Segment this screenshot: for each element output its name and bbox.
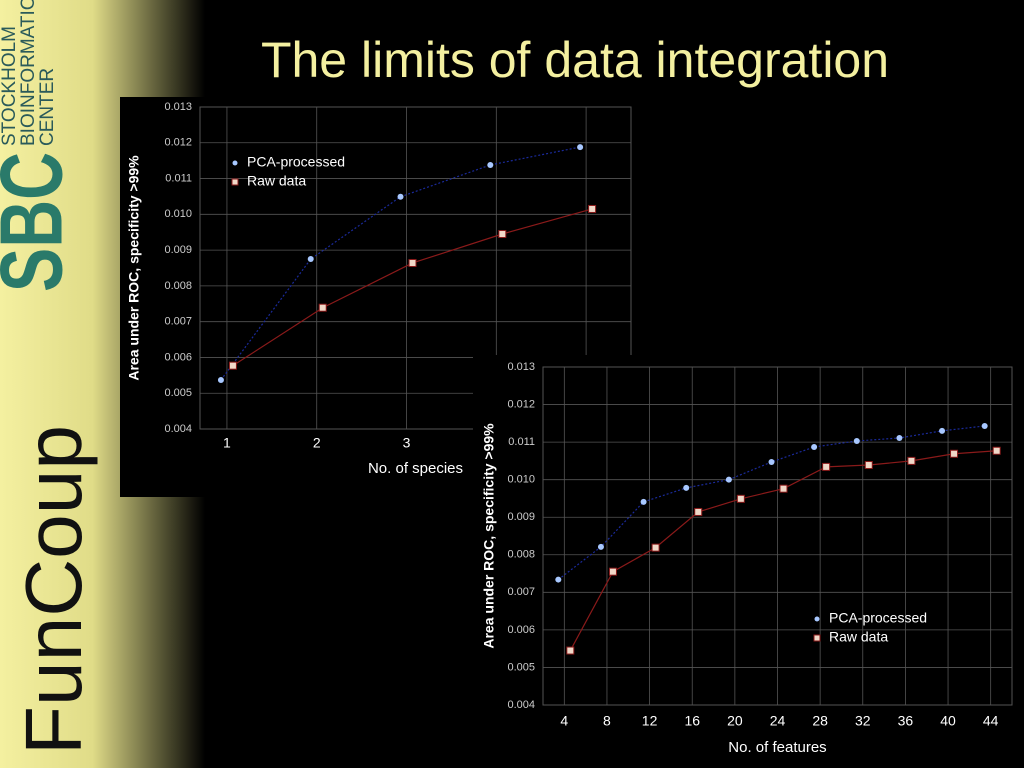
y-tick-label: 0.011: [165, 172, 192, 184]
data-point: [992, 446, 1001, 455]
y-tick-label: 0.008: [507, 549, 535, 561]
x-tick-label: 44: [983, 713, 999, 729]
data-point: [608, 567, 617, 576]
y-tick-label: 0.005: [164, 387, 192, 399]
chart: 0.004 0.005 0.006 0.007 0.008 0.009 0.010 0.011…: [473, 355, 1024, 768]
data-point: [896, 434, 903, 441]
legend-label: PCA-processed: [247, 154, 345, 170]
data-point: [555, 576, 562, 583]
data-point: [950, 449, 959, 458]
x-tick-label: 16: [684, 713, 700, 729]
y-tick-label: 0.006: [507, 624, 535, 636]
series-line: [220, 146, 581, 381]
legend-marker: [814, 616, 820, 622]
x-tick-label: 32: [855, 713, 871, 729]
y-tick-label: 0.004: [164, 423, 192, 435]
data-point: [822, 462, 831, 471]
slide-title: The limits of data integration: [261, 32, 889, 88]
x-tick-label: 1: [223, 435, 231, 451]
y-tick-label: 0.004: [507, 699, 535, 711]
y-tick-label: 0.006: [164, 351, 192, 363]
y-tick-label: 0.007: [507, 586, 535, 598]
y-tick-label: 0.012: [164, 137, 192, 149]
data-point: [683, 484, 690, 491]
x-tick-label: 8: [603, 713, 611, 729]
x-tick-label: 2: [313, 435, 321, 451]
x-tick-label: 40: [940, 713, 956, 729]
product-name: FunCoup: [9, 425, 98, 755]
x-tick-label: 12: [642, 713, 658, 729]
x-tick-label: 36: [898, 713, 914, 729]
y-tick-label: 0.009: [507, 511, 535, 523]
data-point: [588, 204, 597, 213]
data-point: [577, 144, 584, 151]
legend-marker: [232, 160, 238, 166]
legend-marker: [813, 634, 821, 642]
legend-label: Raw data: [829, 629, 888, 645]
y-tick-label: 0.012: [507, 398, 535, 410]
data-point: [981, 422, 988, 429]
data-point: [725, 476, 732, 483]
y-tick-label: 0.011: [508, 436, 535, 448]
data-point: [768, 459, 775, 466]
data-point: [408, 258, 417, 267]
data-point: [597, 543, 604, 550]
logo-line: CENTER: [37, 68, 58, 146]
x-axis-label: No. of features: [728, 739, 826, 756]
chart-background: [473, 355, 1024, 768]
y-tick-label: 0.008: [164, 280, 192, 292]
data-point: [228, 361, 237, 370]
y-tick-label: 0.010: [507, 474, 535, 486]
data-point: [397, 193, 404, 200]
x-tick-label: 24: [770, 713, 786, 729]
logo-line: BIOINFORMATICS: [18, 0, 39, 146]
data-point: [736, 494, 745, 503]
legend-marker: [231, 178, 239, 186]
y-axis-label: Area under ROC, specificity >99%: [481, 423, 497, 649]
data-point: [217, 376, 224, 383]
y-tick-label: 0.013: [507, 361, 535, 373]
data-point: [318, 303, 327, 312]
logo-mark: SBC: [0, 152, 80, 292]
data-point: [651, 543, 660, 552]
data-point: [694, 507, 703, 516]
y-tick-label: 0.005: [507, 661, 535, 673]
data-point: [487, 161, 494, 168]
data-point: [864, 461, 873, 470]
x-tick-label: 28: [812, 713, 828, 729]
data-point: [779, 484, 788, 493]
x-tick-label: 4: [560, 713, 568, 729]
y-tick-label: 0.010: [164, 208, 192, 220]
data-point: [307, 256, 314, 263]
legend-label: PCA-processed: [829, 610, 927, 626]
x-axis-label: No. of species: [368, 460, 463, 477]
data-point: [811, 443, 818, 450]
data-point: [939, 427, 946, 434]
x-tick-label: 20: [727, 713, 743, 729]
data-point: [498, 230, 507, 239]
data-point: [640, 498, 647, 505]
data-point: [566, 646, 575, 655]
logo: SBC STOCKHOLM BIOINFORMATICS CENTER: [0, 0, 80, 292]
y-tick-label: 0.013: [164, 101, 192, 113]
product-logo: FunCoup: [9, 425, 98, 755]
data-point: [853, 437, 860, 444]
y-axis-label: Area under ROC, specificity >99%: [126, 155, 142, 381]
data-point: [907, 456, 916, 465]
x-tick-label: 3: [403, 435, 411, 451]
y-tick-label: 0.007: [164, 316, 192, 328]
legend-label: Raw data: [247, 173, 306, 189]
logo-line: STOCKHOLM: [0, 26, 20, 146]
y-tick-label: 0.009: [164, 244, 192, 256]
